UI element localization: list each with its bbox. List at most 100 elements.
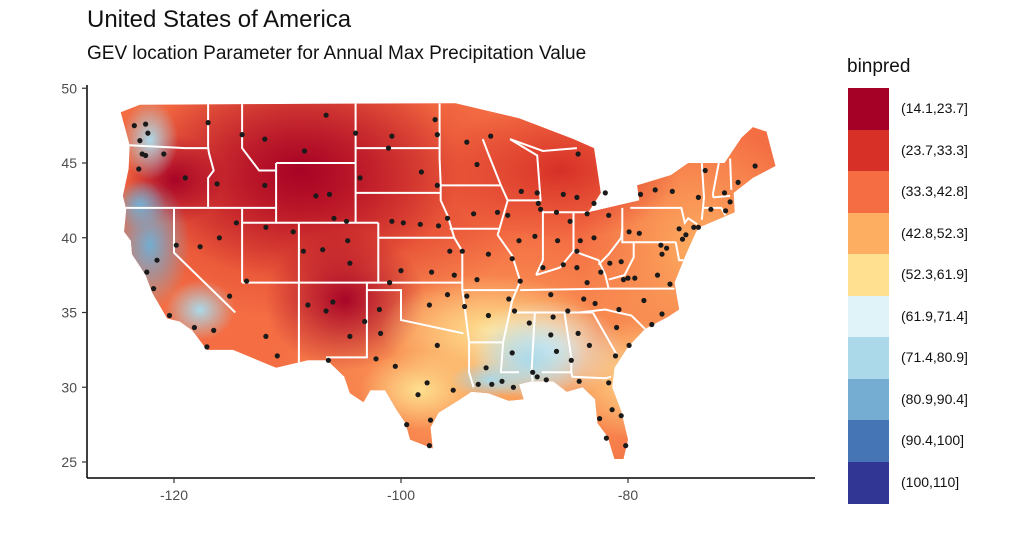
station-point (721, 190, 728, 196)
state-border (535, 250, 610, 289)
station-point (602, 190, 608, 196)
state-border (729, 158, 733, 190)
state-border (207, 103, 215, 208)
station-point (683, 232, 689, 238)
station-point (575, 330, 581, 336)
station-point (418, 169, 424, 175)
station-point (262, 136, 268, 142)
station-point (620, 277, 627, 283)
station-point (597, 416, 603, 422)
station-point (434, 132, 440, 138)
station-point (488, 133, 494, 139)
state-border (126, 144, 210, 150)
station-point (652, 187, 658, 193)
station-point (679, 236, 686, 242)
station-point (548, 292, 554, 298)
station-point (591, 200, 597, 206)
station-point (459, 248, 465, 254)
station-point (534, 374, 540, 380)
station-point (262, 182, 268, 188)
station-point (143, 121, 149, 127)
station-point (434, 342, 440, 348)
station-point (161, 151, 167, 157)
station-point (263, 333, 269, 339)
station-point (301, 148, 308, 154)
station-point (426, 443, 432, 449)
station-point (151, 286, 157, 292)
state-border (570, 372, 612, 380)
state-border (597, 228, 624, 266)
station-point (603, 435, 610, 441)
y-tick-label: 25 (61, 454, 77, 470)
station-point (606, 380, 612, 386)
station-point (400, 220, 406, 226)
legend-label: (100,110] (901, 473, 960, 490)
station-point (636, 230, 642, 236)
station-point (426, 302, 432, 308)
station-point (567, 218, 573, 224)
station-point (659, 251, 665, 257)
station-point (145, 130, 151, 136)
station-point (654, 272, 661, 278)
station-point (197, 244, 203, 250)
station-point (676, 226, 682, 232)
station-point (727, 199, 733, 205)
station-point (606, 212, 612, 218)
legend-item: (33.3,42.8] (848, 171, 998, 213)
station-point (143, 152, 149, 159)
state-border (496, 234, 522, 374)
station-point (404, 422, 410, 428)
station-point (274, 353, 280, 359)
station-point (444, 292, 451, 298)
station-point (509, 350, 515, 356)
station-point (182, 175, 188, 181)
station-point (584, 211, 590, 217)
station-point (553, 348, 560, 354)
state-boundaries (125, 103, 733, 388)
station-point (427, 417, 434, 423)
station-point (378, 330, 384, 336)
station-point (702, 167, 708, 174)
station-point (592, 300, 598, 307)
station-point (540, 265, 546, 271)
station-point (591, 235, 597, 241)
station-point (204, 344, 210, 350)
station-point (695, 224, 702, 230)
station-point (166, 312, 173, 319)
station-point (323, 308, 329, 314)
station-point (669, 188, 675, 194)
legend-label: (33.3,42.8] (901, 183, 968, 199)
precipitation-field (120, 103, 776, 459)
station-point (752, 163, 758, 169)
legend-swatch (848, 212, 889, 255)
state-border (507, 138, 542, 202)
station-point (435, 223, 442, 229)
station-point (444, 215, 451, 221)
station-point (574, 248, 580, 254)
legend-item: (80.9,90.4] (848, 378, 998, 421)
station-point (227, 293, 233, 299)
station-point (131, 123, 137, 129)
station-point (305, 302, 311, 308)
legend-label: (14.1,23.7] (901, 100, 968, 116)
map-subtitle: GEV location Parameter for Annual Max Pr… (87, 43, 587, 64)
station-point (510, 384, 516, 390)
station-point (362, 318, 368, 325)
state-border (591, 312, 618, 355)
station-point (331, 215, 337, 221)
station-point (144, 269, 150, 275)
station-point (474, 277, 480, 283)
station-point (581, 296, 587, 302)
station-point (483, 365, 489, 371)
legend-item: (61.9,71.4] (848, 295, 998, 338)
station-point (450, 387, 456, 393)
station-point (385, 145, 392, 151)
state-border (509, 138, 577, 153)
station-point (300, 248, 306, 254)
legend-title: binpred (847, 56, 911, 77)
station-point (320, 247, 326, 253)
station-point (695, 194, 702, 200)
station-point (538, 206, 544, 212)
station-point (499, 378, 505, 384)
